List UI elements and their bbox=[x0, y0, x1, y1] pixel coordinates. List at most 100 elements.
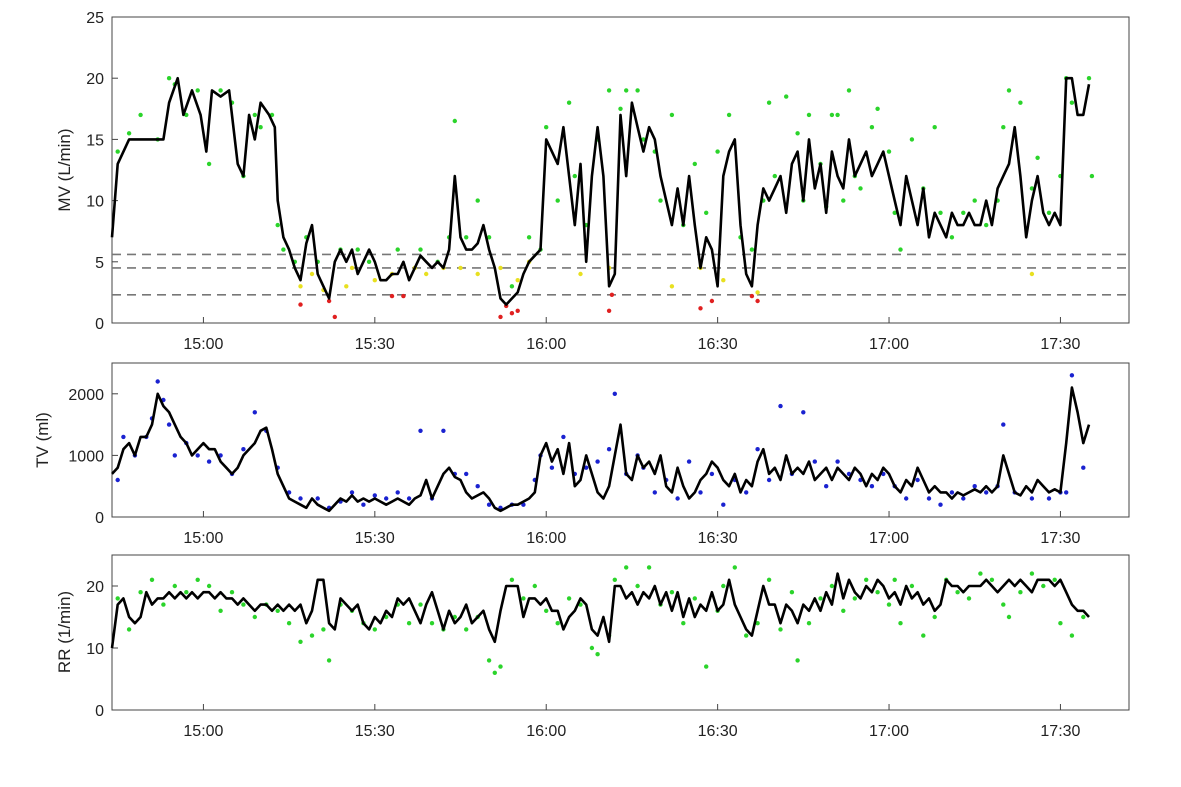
data-point bbox=[115, 596, 120, 601]
data-point bbox=[549, 465, 555, 470]
data-point bbox=[252, 112, 257, 118]
data-point bbox=[606, 308, 612, 313]
data-point bbox=[1081, 465, 1086, 470]
data-point bbox=[526, 235, 532, 240]
data-point bbox=[1029, 496, 1035, 501]
data-point bbox=[486, 235, 492, 240]
data-point bbox=[646, 565, 652, 570]
data-point bbox=[206, 583, 212, 589]
data-point bbox=[669, 590, 675, 595]
data-point bbox=[566, 596, 572, 601]
data-point bbox=[966, 596, 972, 601]
data-point bbox=[1052, 577, 1057, 582]
data-point bbox=[618, 106, 623, 112]
data-point bbox=[669, 284, 675, 289]
data-point bbox=[1069, 373, 1075, 378]
data-point bbox=[921, 633, 926, 638]
data-point bbox=[492, 670, 497, 675]
data-point bbox=[732, 565, 737, 570]
data-point bbox=[298, 496, 303, 501]
data-point bbox=[841, 608, 846, 613]
data-point bbox=[252, 614, 257, 620]
data-point bbox=[309, 271, 315, 277]
data-point bbox=[184, 590, 189, 595]
data-point bbox=[886, 602, 892, 607]
data-point bbox=[298, 284, 303, 289]
data-point bbox=[1069, 100, 1075, 105]
data-point bbox=[395, 490, 400, 495]
data-point bbox=[1006, 88, 1012, 93]
data-point bbox=[612, 577, 617, 582]
data-point bbox=[909, 583, 915, 589]
data-point bbox=[778, 627, 783, 632]
x-tick-label: 16:30 bbox=[698, 336, 738, 353]
y-tick-label: 0 bbox=[95, 703, 104, 720]
data-point bbox=[389, 293, 395, 299]
data-point bbox=[778, 403, 783, 409]
data-point bbox=[1001, 125, 1006, 130]
data-point bbox=[195, 577, 200, 582]
data-point bbox=[744, 490, 749, 495]
data-point bbox=[686, 459, 692, 464]
data-point bbox=[218, 608, 223, 613]
y-ticks-tv: 0 1000 2000 bbox=[68, 387, 118, 527]
y-axis-label-rr: RR (1/min) bbox=[55, 591, 74, 673]
x-tick-label: 15:30 bbox=[355, 530, 395, 547]
data-point bbox=[824, 484, 829, 489]
data-point bbox=[1058, 621, 1063, 626]
data-point bbox=[418, 428, 423, 433]
data-point bbox=[166, 422, 172, 427]
data-point bbox=[372, 278, 377, 283]
data-point bbox=[532, 583, 537, 589]
data-point bbox=[555, 198, 560, 203]
series-tv bbox=[111, 373, 1091, 513]
x-tick-label: 17:00 bbox=[869, 723, 909, 740]
y-tick-label: 10 bbox=[86, 194, 104, 211]
data-point bbox=[818, 596, 823, 601]
data-point bbox=[1006, 614, 1012, 620]
data-point bbox=[464, 471, 469, 477]
data-point bbox=[344, 284, 349, 289]
x-tick-label: 17:30 bbox=[1040, 723, 1080, 740]
data-point bbox=[766, 100, 772, 105]
x-ticks-rr: 15:00 15:30 16:00 16:30 17:00 17:30 bbox=[183, 704, 1081, 740]
data-point bbox=[709, 298, 715, 304]
scatter-series bbox=[115, 373, 1086, 510]
data-point bbox=[161, 602, 166, 607]
data-point bbox=[755, 447, 760, 452]
data-point bbox=[1046, 210, 1052, 215]
data-point bbox=[709, 471, 715, 477]
series-mv bbox=[110, 76, 1095, 320]
data-point bbox=[875, 590, 880, 595]
data-point bbox=[401, 293, 406, 299]
data-point bbox=[384, 496, 389, 501]
data-point bbox=[464, 627, 469, 632]
data-point bbox=[275, 608, 280, 613]
data-point bbox=[452, 118, 457, 124]
x-tick-label: 15:30 bbox=[355, 723, 395, 740]
panel-tv: TV (ml) 0 1000 2000 15:00 15:30 16:00 16:30 17… bbox=[33, 362, 1130, 547]
y-axis-label-tv: TV (ml) bbox=[33, 412, 52, 468]
data-point bbox=[555, 621, 560, 626]
x-tick-label: 16:00 bbox=[526, 530, 566, 547]
scatter-series bbox=[115, 565, 1086, 675]
x-tick-label: 15:00 bbox=[183, 530, 223, 547]
data-point bbox=[692, 161, 697, 167]
data-point bbox=[498, 664, 503, 669]
data-point bbox=[515, 278, 520, 283]
data-point bbox=[806, 621, 812, 626]
data-point bbox=[1086, 76, 1092, 81]
data-point bbox=[612, 391, 617, 396]
y-tick-label: 5 bbox=[95, 255, 104, 272]
data-point bbox=[755, 621, 760, 626]
data-point bbox=[904, 496, 909, 501]
x-tick-label: 15:30 bbox=[355, 336, 395, 353]
data-point bbox=[241, 602, 246, 607]
data-point bbox=[298, 302, 303, 307]
data-point bbox=[218, 88, 223, 93]
data-point bbox=[584, 465, 589, 470]
x-tick-label: 15:00 bbox=[183, 336, 223, 353]
data-point bbox=[715, 149, 720, 154]
data-point bbox=[544, 125, 549, 130]
